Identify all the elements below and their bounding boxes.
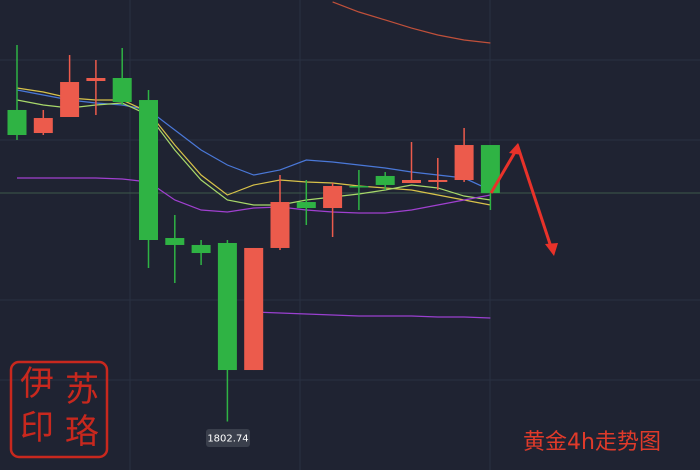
candle-body [296,202,316,209]
watermark-char: 伊 [20,364,54,404]
candle-body [270,202,290,248]
chart-title: 黄金4h走势图 [523,430,661,455]
watermark: 伊 苏 印 珞 [20,364,99,452]
low-label: 1802.74 [207,434,248,445]
watermark-char: 印 [20,408,54,448]
low-label-box [206,429,250,447]
candle-body [7,109,27,135]
candle-body [112,78,132,102]
candle-body [191,244,211,254]
candle-body [349,186,369,188]
ma-line [17,177,491,214]
ma-line [332,1,491,44]
watermark-char: 珞 [65,412,99,452]
plot [7,1,500,422]
candle-body [165,238,185,245]
watermark-char: 苏 [65,370,99,410]
candle-body [480,145,500,194]
candle-body [217,243,237,371]
candle-body [60,82,80,117]
candle-body [139,100,158,241]
watermark-box [9,360,109,459]
candle-body [86,78,106,81]
arrow-head [509,143,522,155]
candle-body [375,175,395,185]
candle-body [402,180,421,183]
candle-body [428,180,448,182]
candle-body [33,118,53,134]
candle-body [454,145,474,180]
ma-line [253,311,491,319]
arrow-head [545,243,558,256]
candle-body [323,186,343,209]
candle-body [244,247,264,371]
